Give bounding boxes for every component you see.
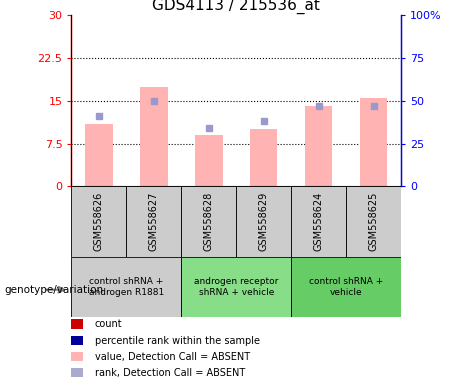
- Text: rank, Detection Call = ABSENT: rank, Detection Call = ABSENT: [95, 368, 245, 378]
- Bar: [181, 257, 291, 317]
- Bar: [195, 135, 223, 186]
- Bar: [360, 98, 387, 186]
- Text: GSM558625: GSM558625: [369, 192, 378, 252]
- Text: androgen receptor
shRNA + vehicle: androgen receptor shRNA + vehicle: [194, 277, 278, 297]
- Text: value, Detection Call = ABSENT: value, Detection Call = ABSENT: [95, 352, 249, 362]
- Title: GDS4113 / 215536_at: GDS4113 / 215536_at: [152, 0, 320, 14]
- Bar: [250, 129, 278, 186]
- Text: GSM558626: GSM558626: [94, 192, 104, 252]
- Bar: [291, 186, 346, 257]
- Bar: [291, 257, 401, 317]
- Bar: [71, 186, 126, 257]
- Text: GSM558629: GSM558629: [259, 192, 269, 252]
- Text: GSM558628: GSM558628: [204, 192, 214, 252]
- Text: GSM558624: GSM558624: [313, 192, 324, 252]
- Bar: [71, 257, 181, 317]
- Text: count: count: [95, 319, 122, 329]
- Bar: [346, 186, 401, 257]
- Text: percentile rank within the sample: percentile rank within the sample: [95, 336, 260, 346]
- Bar: [181, 186, 236, 257]
- Text: control shRNA +
vehicle: control shRNA + vehicle: [309, 277, 383, 297]
- Bar: [236, 186, 291, 257]
- Text: genotype/variation: genotype/variation: [5, 285, 104, 295]
- Bar: [305, 106, 332, 186]
- Text: control shRNA +
androgen R1881: control shRNA + androgen R1881: [89, 277, 164, 297]
- Text: GSM558627: GSM558627: [149, 192, 159, 252]
- Bar: [85, 124, 112, 186]
- Bar: [140, 86, 168, 186]
- Bar: [126, 186, 181, 257]
